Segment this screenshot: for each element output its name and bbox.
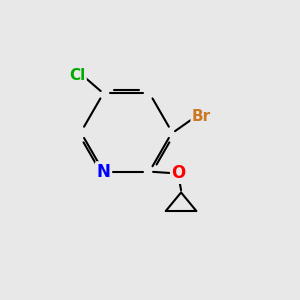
Text: Br: Br [192, 109, 211, 124]
Text: O: O [172, 164, 186, 182]
Text: N: N [97, 163, 111, 181]
Text: Cl: Cl [69, 68, 85, 82]
